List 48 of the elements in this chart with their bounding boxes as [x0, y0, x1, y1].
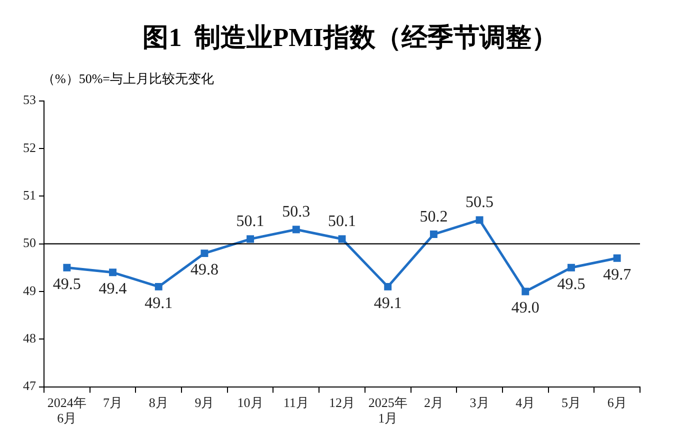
- point: [613, 254, 621, 262]
- data-label: 50.3: [282, 204, 310, 221]
- x-tick-label: 9月: [194, 395, 214, 410]
- x-tick-label: 12月: [329, 395, 355, 410]
- chart-title: 图1 制造业PMI指数（经季节调整）: [142, 22, 558, 54]
- point: [63, 264, 71, 272]
- data-label: 49.5: [52, 276, 81, 293]
- x-tick-label: 10月: [237, 395, 264, 410]
- data-label: 49.4: [98, 280, 127, 298]
- point: [568, 264, 575, 272]
- point: [246, 235, 254, 243]
- data-label: 49.1: [374, 294, 402, 312]
- x-tick-label: 6月: [607, 395, 627, 410]
- data-label: 49.7: [603, 266, 632, 284]
- point: [384, 282, 392, 290]
- data-label: 49.1: [144, 294, 173, 312]
- y-axis-title: （%）50%=与上月比较无变化: [42, 70, 215, 88]
- point: [476, 216, 484, 224]
- point: [522, 288, 530, 296]
- data-label: 49.5: [557, 276, 586, 293]
- y-tick-label: 53: [23, 92, 36, 108]
- x-tick-label: 7月: [103, 395, 123, 410]
- y-tick-label: 49: [23, 282, 36, 298]
- y-tick-label: 50: [23, 235, 36, 250]
- x-tick-label: 2月: [424, 395, 444, 410]
- point: [292, 226, 300, 234]
- point: [109, 268, 116, 276]
- point: [430, 230, 438, 238]
- y-tick-label: 52: [23, 140, 36, 155]
- x-tick-label: 3月: [470, 395, 490, 410]
- data-label: 50.2: [420, 208, 448, 226]
- x-tick-label: 8月: [148, 395, 168, 410]
- y-tick-label: 48: [23, 330, 36, 346]
- y-tick-label: 51: [23, 188, 36, 203]
- data-label: 50.5: [466, 194, 494, 212]
- point: [200, 250, 208, 258]
- data-label: 50.1: [328, 213, 356, 230]
- x-tick-label: 11月: [283, 395, 309, 410]
- x-tick-label: 2024年 6月: [47, 395, 86, 426]
- data-label: 50.1: [236, 213, 264, 230]
- point: [154, 282, 162, 290]
- x-tick-label: 4月: [516, 395, 536, 410]
- x-tick-label: 2025年 1月: [368, 395, 408, 426]
- data-label: 49.8: [190, 262, 218, 279]
- x-tick-label: 5月: [561, 395, 581, 410]
- data-label: 49.0: [511, 300, 540, 317]
- point: [338, 235, 346, 243]
- y-tick-label: 47: [23, 378, 36, 394]
